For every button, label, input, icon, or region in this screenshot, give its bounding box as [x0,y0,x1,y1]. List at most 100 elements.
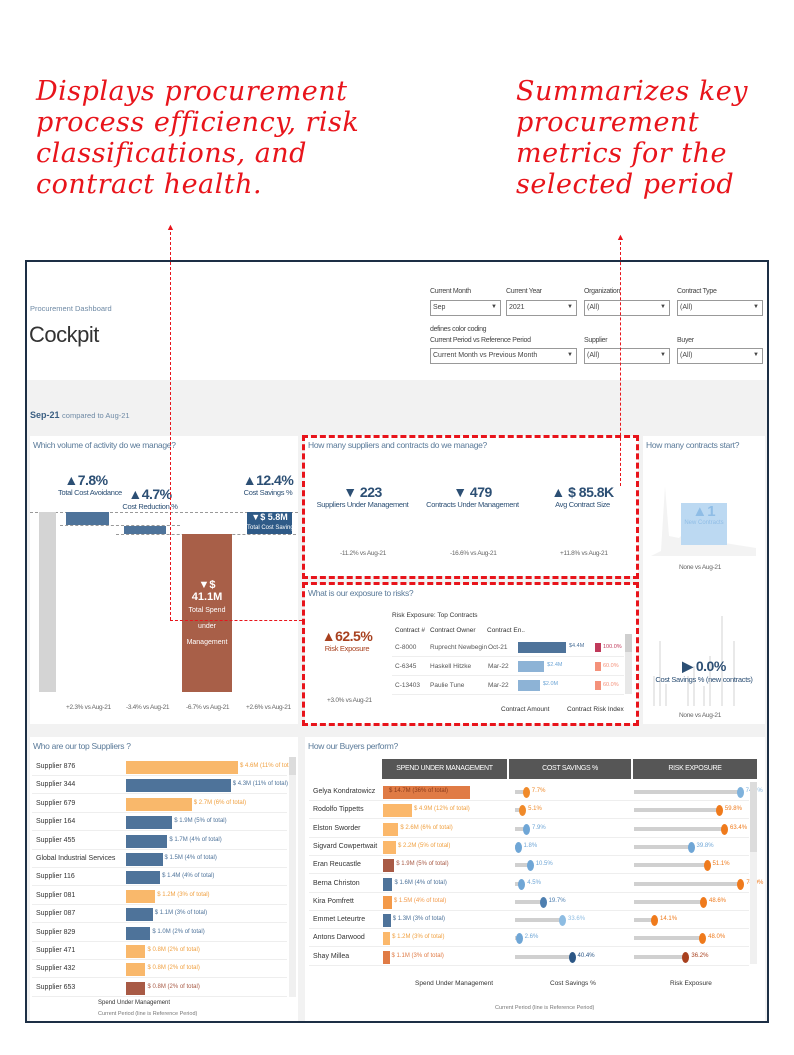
risk-value: 39.8% [696,842,714,849]
kpi-card: ▲ $ 85.8K Avg Contract Size [530,484,635,509]
contract-amount: $2.0M [542,681,559,687]
dropdown-value: (All) [587,352,600,359]
buyer-dropdown[interactable]: (All) ▼ [677,348,763,364]
contract-end: Mar-22 [488,663,509,670]
panel-title: How many suppliers and contracts do we m… [308,440,487,450]
risk-index-marker [595,643,601,652]
risk-track [634,826,725,831]
baseline [60,525,180,526]
cost-savings-track [515,881,522,886]
risk-track [634,899,703,904]
supplier-name: Supplier 876 [36,763,76,770]
buyer-name: Antons Darwood [313,934,365,942]
table-row[interactable]: Elston Sworder $ 2.6M (6% of total) 7.9% 63… [309,821,749,838]
delta-text: +2.6% vs Aug-21 [246,704,291,711]
table-row[interactable]: C-6345 Haskell Hitzke Mar-22 $2.4M 60.0% [392,658,624,676]
spend-value: $ 1.5M (4% of total) [164,855,217,861]
risk-index-marker [595,681,601,690]
scrollbar[interactable] [289,757,296,997]
table-row[interactable]: Shay Millea $ 1.1M (3% of total) 40.4% 36.2… [309,949,749,966]
cost-savings-bar[interactable]: ▼$ 5.8M Total Cost Savings [247,512,292,534]
list-item[interactable]: Supplier 876 $ 4.6M (11% of total) [32,759,295,776]
scrollbar-thumb[interactable] [750,782,757,852]
supplier-dropdown[interactable]: (All) ▼ [584,348,670,364]
cost-savings-sparkbars [653,616,735,706]
column-header[interactable]: RISK EXPOSURE [633,759,757,779]
list-item[interactable]: Supplier 829 $ 1.0M (2% of total) [32,925,287,942]
list-item[interactable]: Supplier 081 $ 1.2M (3% of total) [32,888,287,905]
axis-label: Risk Exposure [670,980,712,987]
cost-savings-bar-label: Total Cost Savings [247,525,292,531]
period-header: Sep-21 compared to Aug-21 [30,410,130,420]
spend-bar [126,945,146,958]
organization-dropdown[interactable]: (All) ▼ [584,300,670,316]
supplier-name: Supplier 116 [36,873,75,881]
cost-savings-value: 40.4% [577,952,595,959]
period-dropdown[interactable]: Current Month vs Previous Month ▼ [430,348,577,364]
column-header[interactable]: Contract En.. [487,627,525,634]
list-item[interactable]: Supplier 164 $ 1.9M (5% of total) [32,814,287,832]
column-header[interactable]: SPEND UNDER MANAGEMENT [382,759,507,779]
table-row[interactable]: C-13403 Paulie Tune Mar-22 $2.0M 60.0% [392,677,624,695]
supplier-name: Supplier 653 [36,983,76,991]
arrow-up-icon: ▲ [616,232,625,242]
supplier-name: Supplier 081 [36,891,76,899]
list-item[interactable]: Supplier 087 $ 1.1M (3% of total) [32,906,287,924]
column-header[interactable]: COST SAVINGS % [509,759,631,779]
cost-savings-value: 4.5% [527,879,541,886]
contract-type-dropdown[interactable]: (All) ▼ [677,300,763,316]
total-spend-bar[interactable]: ▼$ 41.1M Total Spend under Management [182,534,232,692]
list-item[interactable]: Supplier 455 $ 1.7M (4% of total) [32,833,287,850]
buyer-name: Emmet Leteurtre [313,916,366,924]
spend-value: $ 1.6M (4% of total) [394,879,447,886]
month-dropdown[interactable]: Sep ▼ [430,300,501,316]
risk-track [634,954,686,959]
buyer-name: Sigvard Cowpertwait [313,842,378,850]
panel-title: How our Buyers perform? [308,741,398,751]
list-item[interactable]: Supplier 116 $ 1.4M (4% of total) [32,869,287,887]
callout-line [620,242,621,486]
spend-bar [383,786,470,799]
table-row[interactable]: Rodolfo Tippetts $ 4.9M (12% of total) 5.1… [309,802,749,820]
risk-value: 36.2% [691,952,709,959]
table-row[interactable]: Berna Christon$ 1.6M (4% of total)4.5%74… [309,876,763,893]
list-item[interactable]: Supplier 344 $ 4.3M (11% of total) [32,777,288,795]
triangle-down-icon: ▼ [198,579,210,591]
list-item[interactable]: Supplier 653 $ 0.8M (2% of total) [32,980,287,997]
spend-value: $ 14.7M (36% of total) [389,788,449,794]
list-item[interactable]: Supplier 679 $ 2.7M (6% of total) [32,796,287,813]
cost-savings-bar-value: ▼$ 5.8M [251,512,288,522]
table-row[interactable]: Sigvard Cowpertwait $ 2.2M (5% of total) 1… [309,839,749,856]
spend-bar [383,859,395,873]
cost-savings-dot [568,951,576,963]
table-row[interactable]: Gelya Kondratowicz $ 14.7M (36% of total)… [309,784,763,801]
axis-label: Spend Under Management [415,980,494,987]
kpi-risk-exposure: ▲62.5% Risk Exposure [321,628,373,653]
risk-track [634,918,655,923]
column-header[interactable]: Contract # [395,627,425,634]
risk-track [634,881,741,886]
annotation-left: Displays procurement process efficiency,… [36,76,360,200]
scrollbar[interactable] [750,782,757,964]
page-title: Cockpit [29,322,99,347]
column-header[interactable]: Contract Owner [430,627,476,634]
chevron-down-icon: ▼ [567,352,573,358]
list-item[interactable]: Supplier 432 $ 0.8M (2% of total) [32,961,287,979]
year-dropdown[interactable]: 2021 ▼ [506,300,577,316]
cost-savings-dot [523,823,531,835]
axis-label: Contract Amount [501,706,550,713]
table-row[interactable]: Kira Pomfrett $ 1.5M (4% of total) 19.7% 48… [309,894,749,911]
scrollbar-thumb[interactable] [625,634,632,652]
table-row[interactable]: Antons Darwood $ 1.2M (3% of total) 2.6% 48… [309,930,749,948]
contract-owner: Paulie Tune [430,682,465,689]
list-item[interactable]: Supplier 471 $ 0.8M (2% of total) [32,943,287,960]
cost-savings-value: 2.6% [524,934,539,941]
list-item[interactable]: Global Industrial Services $ 1.5M (4% of … [32,851,287,868]
table-row[interactable]: Eran Reucastle $ 1.9M (5% of total) 10.5% 5… [309,857,749,875]
scrollbar-thumb[interactable] [289,757,296,775]
scrollbar[interactable] [625,634,632,694]
top-suppliers-panel: Who are our top Suppliers ? Supplier 876… [30,737,298,1021]
risk-value: 51.1% [712,861,730,868]
table-row[interactable]: Emmet Leteurtre $ 1.3M (3% of total) 33.6%… [309,912,749,930]
table-row[interactable]: C-8000 Ruprecht Newbegin Oct-21 $4.4M 100.0% [392,639,624,657]
